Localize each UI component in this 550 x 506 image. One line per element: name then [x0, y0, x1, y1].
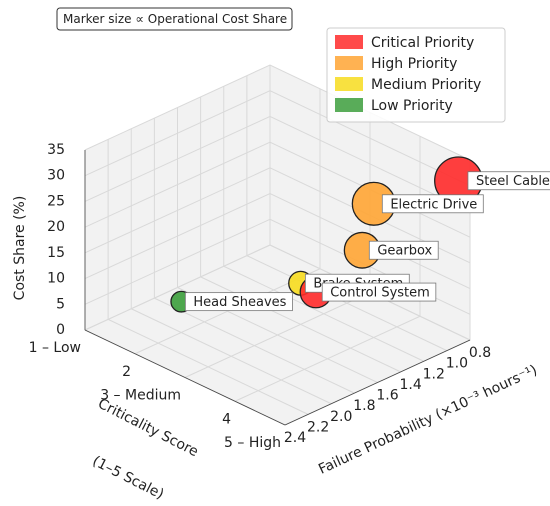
y-axis-label: Criticality Score [95, 396, 201, 460]
axis-line [84, 329, 286, 426]
point-label-box [321, 282, 437, 302]
point-label: Head Sheaves [193, 295, 286, 310]
annotation-box [56, 7, 293, 31]
legend-swatch [335, 77, 363, 91]
y-tick-label: 5 – High [224, 435, 281, 451]
z-tick-label: 0 [56, 322, 65, 338]
z-tick-label: 15 [47, 245, 65, 261]
point-label-box [381, 194, 484, 214]
grid-line [134, 88, 321, 355]
x-tick-label: 0.8 [469, 345, 491, 361]
x-tick-label: 2.4 [284, 430, 306, 446]
x-tick-label: 1.6 [376, 388, 398, 404]
y-axis-note: (1–5 Scale) [90, 453, 167, 503]
x-tick-label: 2.2 [307, 419, 329, 435]
z-axis-label: Cost Share (%) [12, 196, 28, 301]
y-tick-label: 2 [122, 364, 131, 380]
z-tick-label: 20 [47, 219, 65, 235]
y-tick-label: 4 [222, 411, 231, 427]
x-tick-label: 1.4 [399, 377, 421, 393]
point-label-box [467, 171, 550, 191]
axis-line [284, 339, 471, 426]
point-label: Electric Drive [390, 197, 477, 212]
legend-label: Medium Priority [371, 77, 481, 93]
annotation: Marker size ∝ Operational Cost Share [63, 12, 287, 26]
y-tick-label: 1 – Low [29, 340, 81, 356]
legend-swatch [335, 98, 363, 112]
point-label-box [368, 240, 439, 260]
point-label: Steel Cables [476, 174, 550, 189]
z-tick-label: 30 [47, 168, 65, 184]
y-tick-label: 3 – Medium [100, 388, 181, 404]
legend-label: Critical Priority [371, 35, 474, 51]
legend-box [326, 27, 506, 123]
z-tick-label: 10 [47, 271, 65, 287]
legend-label: High Priority [371, 56, 457, 72]
point-label: Control System [330, 286, 430, 301]
x-tick-label: 1.2 [423, 366, 445, 382]
grid-line [84, 65, 271, 331]
x-tick-label: 1.0 [446, 356, 468, 372]
point-label-box [184, 292, 293, 312]
legend-swatch [335, 56, 363, 70]
x-tick-label: 1.8 [353, 398, 375, 414]
x-tick-label: 2.0 [330, 409, 352, 425]
legend-label: Low Priority [371, 98, 453, 114]
legend-swatch [335, 35, 363, 49]
point-label: Gearbox [377, 244, 432, 259]
z-tick-label: 35 [47, 142, 65, 158]
z-tick-label: 5 [56, 296, 65, 312]
z-tick-label: 25 [47, 193, 65, 209]
